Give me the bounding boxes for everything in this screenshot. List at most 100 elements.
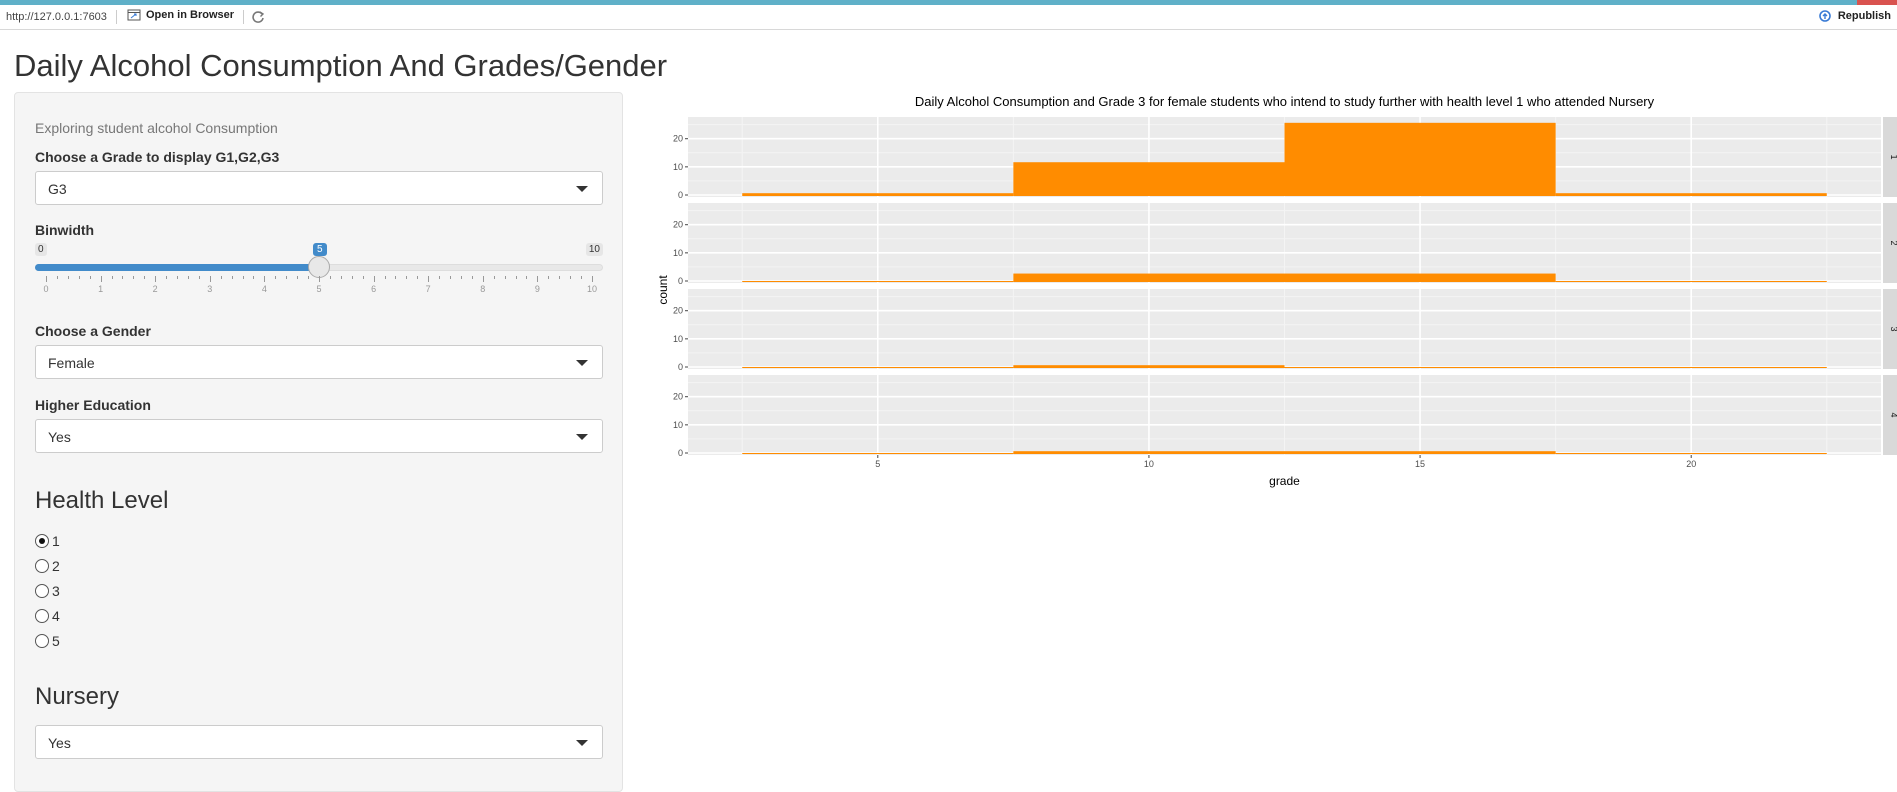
health-level-option-5[interactable]: 5: [35, 633, 60, 649]
url-text: http://127.0.0.1:7603: [6, 11, 107, 23]
sidebar-description: Exploring student alcohol Consumption: [35, 120, 278, 136]
radio-button[interactable]: [35, 609, 49, 623]
y-axis-title: count: [656, 275, 670, 305]
y-tick-label: 10: [673, 334, 683, 344]
radio-button[interactable]: [35, 634, 49, 648]
x-tick-label: 10: [1144, 459, 1154, 469]
republish-button[interactable]: Republish: [1817, 9, 1891, 23]
slider-tick: [220, 276, 222, 279]
grade-label: Choose a Grade to display G1,G2,G3: [35, 149, 280, 165]
chevron-down-icon: [576, 186, 588, 192]
slider-tick-label: 4: [261, 284, 267, 294]
slider-tick: [460, 276, 462, 279]
plot-output: Daily Alcohol Consumption and Grade 3 fo…: [655, 92, 1897, 502]
slider-tick: [471, 276, 473, 279]
higher-education-select-value: Yes: [48, 429, 71, 445]
gender-select[interactable]: Female: [35, 345, 603, 379]
higher-education-select[interactable]: Yes: [35, 419, 603, 453]
slider-tick-label: 10: [586, 284, 598, 294]
health-level-option-4[interactable]: 4: [35, 608, 60, 624]
histogram-bar: [1013, 273, 1285, 282]
slider-tick: [89, 276, 91, 279]
toolbar-divider: [243, 10, 244, 24]
slider-tick: [56, 276, 58, 279]
slider-tick: [406, 276, 408, 279]
histogram-bar: [1284, 122, 1556, 196]
toolbar-divider: [116, 10, 117, 24]
slider-tick: [493, 276, 495, 279]
facet-strip: [1883, 375, 1897, 455]
binwidth-slider[interactable]: 0 10 5 0 1 2 3 4 5 6 7 8 9 10: [35, 243, 603, 303]
radio-label: 2: [52, 558, 60, 574]
histogram-bar: [742, 193, 1014, 196]
facet-strip: [1883, 117, 1897, 197]
x-tick-label: 20: [1686, 459, 1696, 469]
y-tick-label: 10: [673, 162, 683, 172]
radio-button[interactable]: [35, 534, 49, 548]
radio-button[interactable]: [35, 584, 49, 598]
slider-tick: [78, 276, 80, 279]
health-level-option-2[interactable]: 2: [35, 558, 60, 574]
radio-button[interactable]: [35, 559, 49, 573]
facet-strip-label: 4: [1889, 412, 1897, 417]
slider-tick: [187, 276, 189, 279]
slider-tick: [504, 276, 506, 279]
gender-select-value: Female: [48, 355, 95, 371]
slider-tick: [373, 276, 375, 282]
faceted-histogram: Daily Alcohol Consumption and Grade 3 fo…: [656, 94, 1897, 488]
radio-label: 5: [52, 633, 60, 649]
slider-tick-label: 7: [425, 284, 431, 294]
slider-tick: [242, 276, 244, 279]
slider-tick: [384, 276, 386, 279]
facet-strip-label: 1: [1889, 154, 1897, 159]
y-tick-label: 20: [673, 220, 683, 230]
grade-select[interactable]: G3: [35, 171, 603, 205]
nursery-select[interactable]: Yes: [35, 725, 603, 759]
page-title: Daily Alcohol Consumption And Grades/Gen…: [14, 48, 668, 83]
slider-tick: [548, 276, 550, 279]
histogram-bar: [1284, 367, 1556, 368]
facet-strip: [1883, 289, 1897, 369]
histogram-bar: [1013, 365, 1285, 368]
slider-max-label: 10: [585, 243, 603, 256]
slider-tick-label: 1: [98, 284, 104, 294]
slider-tick: [144, 276, 146, 279]
chart-title: Daily Alcohol Consumption and Grade 3 fo…: [915, 94, 1655, 109]
slider-tick: [592, 276, 593, 282]
histogram-bar: [742, 367, 1014, 368]
chevron-down-icon: [576, 360, 588, 366]
slider-tick-label: 9: [534, 284, 540, 294]
slider-tick: [264, 276, 266, 282]
slider-tick: [428, 276, 430, 282]
refresh-icon[interactable]: [250, 9, 266, 25]
slider-tick: [133, 276, 135, 279]
histogram-bar: [1555, 193, 1827, 196]
slider-tick: [340, 276, 342, 279]
nursery-select-value: Yes: [48, 735, 71, 751]
slider-tick: [329, 276, 331, 279]
slider-tick: [482, 276, 484, 282]
histogram-bar: [1284, 451, 1556, 454]
slider-tick: [100, 276, 102, 282]
slider-tick: [166, 276, 168, 279]
slider-tick: [351, 276, 353, 279]
y-tick-label: 20: [673, 392, 683, 402]
window-close-strip[interactable]: [1857, 0, 1897, 5]
slider-tick-label: 5: [316, 284, 322, 294]
slider-tick: [515, 276, 517, 279]
slider-value-label: 5: [313, 243, 327, 256]
health-level-option-3[interactable]: 3: [35, 583, 60, 599]
radio-label: 3: [52, 583, 60, 599]
slider-tick: [67, 276, 69, 279]
histogram-bar: [742, 281, 1014, 282]
facet-strip-label: 2: [1889, 240, 1897, 245]
y-tick-label: 0: [678, 276, 683, 286]
histogram-bar: [1013, 162, 1285, 196]
slider-tick: [198, 276, 200, 279]
slider-tick: [439, 276, 441, 279]
slider-tick: [209, 276, 211, 282]
open-in-browser-button[interactable]: Open in Browser: [127, 9, 234, 21]
slider-handle[interactable]: [308, 256, 330, 278]
health-level-option-1[interactable]: 1: [35, 533, 60, 549]
histogram-bar: [1284, 273, 1556, 282]
